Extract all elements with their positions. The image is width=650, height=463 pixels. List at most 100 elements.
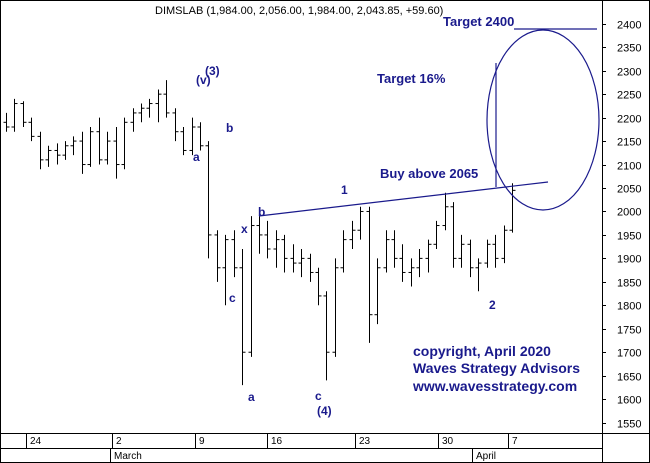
ohlc-bar xyxy=(425,239,432,273)
ohlc-bar xyxy=(501,225,508,264)
ohlc-bar xyxy=(37,131,44,170)
ohlc-bar xyxy=(172,108,179,142)
x-month-label: March xyxy=(114,451,142,462)
wave-label-3: (3) xyxy=(205,64,220,78)
wave-label-x: x xyxy=(241,222,248,236)
x-tick-label: 9 xyxy=(199,436,205,447)
ohlc-bar xyxy=(239,249,246,386)
target-2400-label: Target 2400 xyxy=(443,14,514,29)
x-month-label: April xyxy=(476,451,496,462)
y-tick-label: 2000 xyxy=(617,207,641,219)
ohlc-bar xyxy=(357,206,364,240)
ohlc-bar xyxy=(315,267,322,306)
ohlc-bar xyxy=(11,98,18,132)
ohlc-bar xyxy=(484,239,491,268)
x-tick-label: 2 xyxy=(116,436,122,447)
x-tick-label: 7 xyxy=(512,436,518,447)
ohlc-bar xyxy=(87,127,94,167)
ohlc-bar xyxy=(104,131,111,165)
wave-label-a2: a xyxy=(248,390,255,404)
ohlc-bar xyxy=(340,230,347,273)
y-axis: 1550 1600 1650 1700 1750 1800 1850 1900 1950 2000… xyxy=(602,20,641,431)
wave-label-c2: c xyxy=(315,389,322,403)
wave-label-4: (4) xyxy=(317,404,332,418)
x-tick-label: 30 xyxy=(442,436,454,447)
ohlc-bar xyxy=(155,89,162,123)
ohlc-bar xyxy=(130,108,137,132)
company-line: Waves Strategy Advisors xyxy=(413,360,580,376)
y-tick-label: 1800 xyxy=(617,301,641,313)
y-tick-label: 1700 xyxy=(617,348,641,360)
x-tick-label: 23 xyxy=(359,436,371,447)
ohlc-bar xyxy=(264,220,271,259)
ohlc-bar xyxy=(399,244,406,282)
ohlc-bar xyxy=(467,239,474,278)
ohlc-bar xyxy=(146,98,153,118)
ohlc-bar xyxy=(332,258,339,357)
y-tick-label: 2400 xyxy=(617,20,641,32)
wave-label-v: (v) xyxy=(196,73,211,87)
y-tick-label: 2100 xyxy=(617,161,641,173)
ohlc-bar xyxy=(205,141,212,259)
ohlc-bar xyxy=(458,234,465,268)
ohlc-bar xyxy=(256,211,263,254)
ohlc-bar xyxy=(492,234,499,268)
y-tick-label: 1850 xyxy=(617,278,641,290)
website-line: www.wavesstrategy.com xyxy=(412,378,577,394)
ohlc-bar xyxy=(366,206,373,343)
target-16-label: Target 16% xyxy=(377,71,446,86)
ohlc-bar xyxy=(180,127,187,156)
y-tick-label: 2350 xyxy=(617,43,641,55)
buy-above-label: Buy above 2065 xyxy=(380,166,478,181)
chart-title: DIMSLAB (1,984.00, 2,056.00, 1,984.00, 2… xyxy=(155,5,443,17)
y-tick-label: 1600 xyxy=(617,395,641,407)
y-tick-label: 1950 xyxy=(617,231,641,243)
ohlc-bar xyxy=(475,258,482,292)
buy-trendline xyxy=(258,181,549,217)
ohlc-bar xyxy=(231,230,238,278)
ohlc-bar xyxy=(70,136,77,156)
ohlc-bar xyxy=(323,291,330,381)
ohlc-bar xyxy=(416,249,423,278)
y-tick-label: 1750 xyxy=(617,325,641,337)
y-tick-label: 1550 xyxy=(617,419,641,431)
ohlc-bars xyxy=(3,80,516,386)
ohlc-bar xyxy=(349,220,356,249)
ohlc-bar xyxy=(20,101,27,127)
y-tick-label: 2050 xyxy=(617,184,641,196)
ohlc-bar xyxy=(138,103,145,123)
y-tick-label: 1900 xyxy=(617,254,641,266)
x-tick-label: 16 xyxy=(271,436,283,447)
ohlc-bar xyxy=(307,253,314,282)
ohlc-bar xyxy=(62,141,69,160)
x-tick-label: 24 xyxy=(30,436,42,447)
ohlc-bar xyxy=(222,234,229,306)
ohlc-bar xyxy=(163,80,170,118)
ohlc-bar xyxy=(290,244,297,273)
target-ellipse xyxy=(486,29,600,211)
ohlc-bar xyxy=(273,230,280,268)
ohlc-bar xyxy=(121,117,128,170)
ohlc-bar xyxy=(189,117,196,156)
ohlc-bar xyxy=(248,216,255,357)
wave-label-a1: a xyxy=(193,150,200,164)
ohlc-bar xyxy=(96,117,103,165)
ohlc-bar xyxy=(383,230,390,273)
y-tick-label: 2200 xyxy=(617,114,641,126)
x-axis: 24 2 9 16 23 30 7 March April xyxy=(26,433,518,463)
ohlc-bar xyxy=(197,122,204,151)
ohlc-bar xyxy=(374,258,381,325)
ohlc-bar xyxy=(214,230,221,282)
ohlc-bar xyxy=(28,117,35,142)
wave-label-2: 2 xyxy=(489,298,496,312)
ohlc-bar xyxy=(79,131,86,174)
y-tick-label: 2150 xyxy=(617,137,641,149)
y-tick-label: 2300 xyxy=(617,67,641,79)
ohlc-bar xyxy=(433,220,440,249)
wave-label-b2: b xyxy=(258,205,265,219)
ohlc-bar xyxy=(509,183,516,233)
wave-label-c1: c xyxy=(229,291,236,305)
y-tick-label: 1650 xyxy=(617,372,641,384)
